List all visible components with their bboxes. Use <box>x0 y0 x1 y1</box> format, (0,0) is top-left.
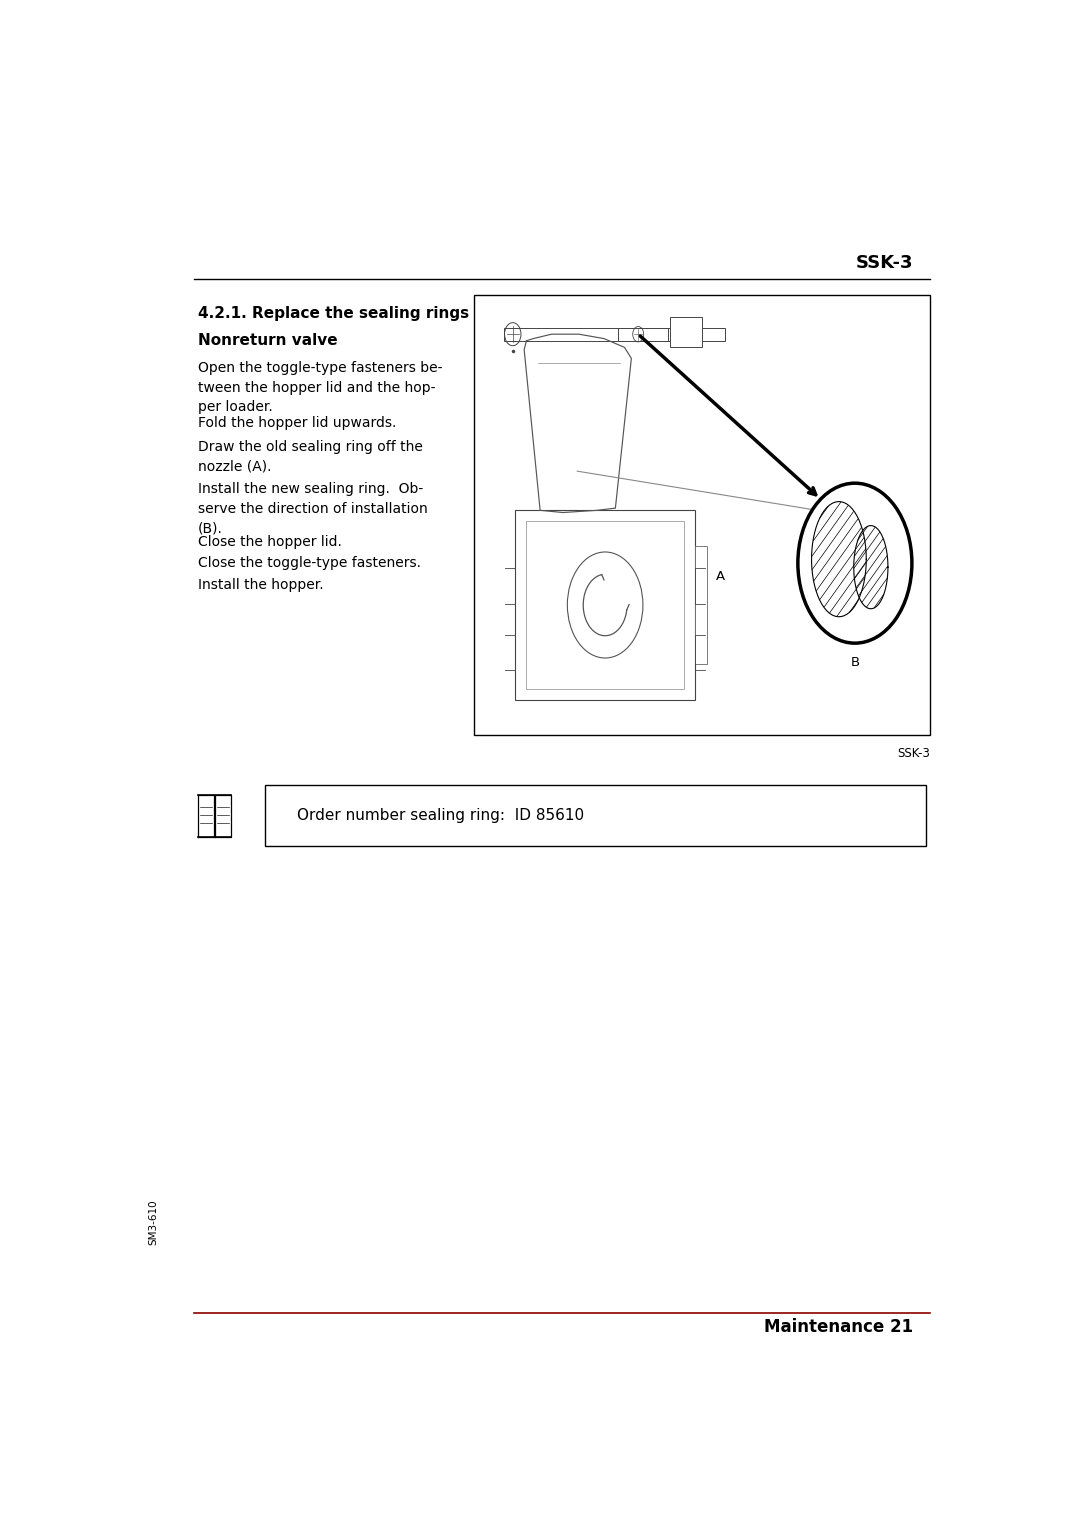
Polygon shape <box>854 526 888 608</box>
Bar <box>474 294 930 735</box>
Bar <box>526 522 684 689</box>
Bar <box>696 546 706 665</box>
Bar <box>670 317 702 348</box>
Text: Close the toggle-type fasteners.: Close the toggle-type fasteners. <box>198 557 421 570</box>
Text: Nonreturn valve: Nonreturn valve <box>198 334 337 348</box>
Text: Install the new sealing ring.  Ob-
serve the direction of installation
(B).: Install the new sealing ring. Ob- serve … <box>198 482 428 535</box>
Bar <box>265 785 926 846</box>
Text: Order number sealing ring:  ID 85610: Order number sealing ring: ID 85610 <box>297 808 583 824</box>
Bar <box>515 511 696 700</box>
Text: SM3-610: SM3-610 <box>148 1199 159 1244</box>
Bar <box>618 328 667 340</box>
Text: 4.2.1. Replace the sealing rings: 4.2.1. Replace the sealing rings <box>198 307 469 322</box>
Polygon shape <box>811 502 866 616</box>
Text: SSK-3: SSK-3 <box>856 255 914 273</box>
Text: Close the hopper lid.: Close the hopper lid. <box>198 535 341 549</box>
Circle shape <box>798 483 912 644</box>
Text: Fold the hopper lid upwards.: Fold the hopper lid upwards. <box>198 415 396 430</box>
Text: SSK-3: SSK-3 <box>897 747 930 759</box>
Text: Install the hopper.: Install the hopper. <box>198 578 323 592</box>
Text: B: B <box>850 656 860 669</box>
Bar <box>503 328 725 340</box>
Text: Draw the old sealing ring off the
nozzle (A).: Draw the old sealing ring off the nozzle… <box>198 441 422 474</box>
Text: A: A <box>716 570 725 583</box>
Text: Maintenance 21: Maintenance 21 <box>765 1319 914 1336</box>
Text: Open the toggle-type fasteners be-
tween the hopper lid and the hop-
per loader.: Open the toggle-type fasteners be- tween… <box>198 361 443 415</box>
